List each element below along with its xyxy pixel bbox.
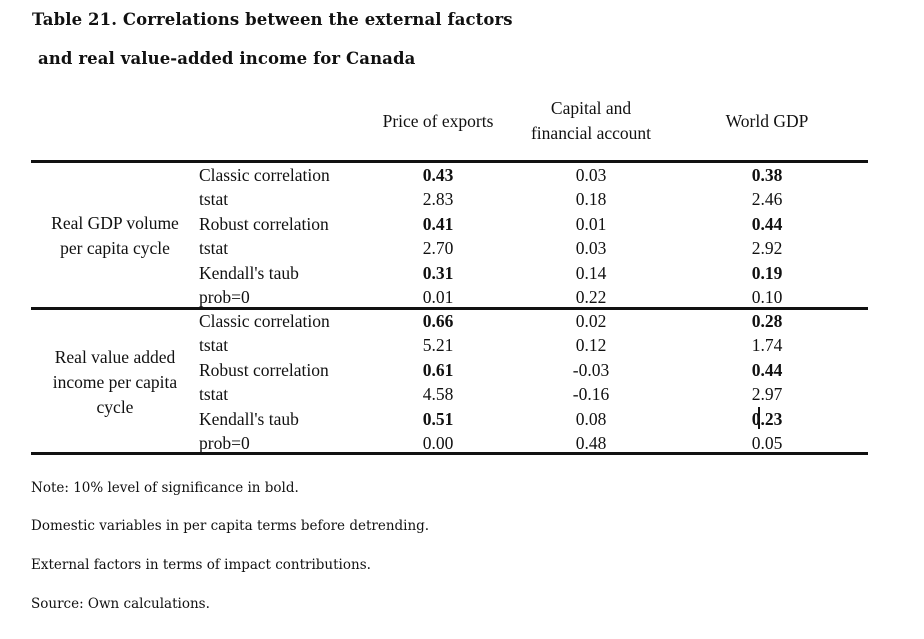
table-rule-middle [31,307,868,310]
table-cell: -0.03 [572,359,610,380]
note-source: Source: Own calculations. [31,596,210,612]
note-significance: Note: 10% level of significance in bold. [31,480,299,496]
table-cell: 0.14 [575,262,607,283]
table-cell: 4.58 [422,384,454,405]
table-cell: 0.51 [422,408,454,429]
table-cell: -0.16 [572,384,610,405]
group-label: Real GDP volume per capita cycle [30,211,200,261]
column-header-line: Capital and [550,98,632,118]
table-cell: 0.43 [422,165,454,185]
group-label-line: per capita cycle [60,238,170,259]
table-cell: 5.21 [422,335,454,356]
table-cell: 0.10 [751,287,783,307]
row-label: Kendall's taub [199,262,299,283]
column-header-capital-financial-account: Capital and financial account [516,96,666,146]
table-cell: 2.83 [422,189,454,210]
group-label-line: cycle [96,396,134,417]
table-cell: 0.08 [575,408,607,429]
group-label-line: Real value added [54,346,176,367]
table-cell: 0.31 [422,262,454,283]
row-label: Robust correlation [199,359,329,380]
table-cell: 2.92 [751,238,783,259]
table-cell: 0.23 [751,408,783,429]
table-cell: 0.05 [751,433,783,453]
table-cell: 0.00 [422,433,454,453]
table-cell: 0.61 [422,359,454,380]
table-cell: 0.66 [422,311,454,331]
table-cell: 0.38 [751,165,783,185]
row-label: Kendall's taub [199,408,299,429]
note-domestic-variables: Domestic variables in per capita terms b… [31,518,430,534]
column-header-line: financial account [530,123,651,143]
table-cell: 0.03 [575,165,607,185]
group-label-line: Real GDP volume [51,213,179,234]
table-cell: 0.19 [751,262,783,283]
table-rule-bottom [31,452,868,455]
row-label: tstat [199,238,229,259]
row-label: Robust correlation [199,213,329,234]
table-title-line-1: Table 21. Correlations between the exter… [32,10,513,29]
table-cell: 0.12 [575,335,607,356]
row-label: prob=0 [199,433,250,453]
table-cell: 0.48 [575,433,607,453]
table-cell: 0.44 [751,213,783,234]
group-label: Real value added income per capita cycle [30,345,200,420]
table-cell: 0.22 [575,287,607,307]
table-cell: 1.74 [751,335,783,356]
group-label-line: income per capita [52,371,178,392]
row-label: tstat [199,384,229,405]
note-external-factors: External factors in terms of impact cont… [31,557,371,573]
table-cell: 0.28 [751,311,783,331]
table-title-line-2: and real value-added income for Canada [38,49,416,68]
table-cell: 2.70 [422,238,454,259]
row-label: Classic correlation [199,165,330,185]
table-cell: 0.03 [575,238,607,259]
table-cell: 2.46 [751,189,783,210]
table-cell: 2.97 [751,384,783,405]
column-header-price-of-exports: Price of exports [382,111,494,131]
table-cell: 0.01 [575,213,607,234]
row-label: Classic correlation [199,311,330,331]
table-cell: 0.01 [422,287,454,307]
text-cursor [758,407,760,429]
table-cell: 0.18 [575,189,607,210]
table-rule-top [31,160,868,163]
row-label: prob=0 [199,287,250,307]
row-label: tstat [199,189,229,210]
column-header-world-gdp: World GDP [725,111,809,131]
row-label: tstat [199,335,229,356]
table-cell: 0.44 [751,359,783,380]
table-cell: 0.41 [422,213,454,234]
table-cell: 0.02 [575,311,607,331]
